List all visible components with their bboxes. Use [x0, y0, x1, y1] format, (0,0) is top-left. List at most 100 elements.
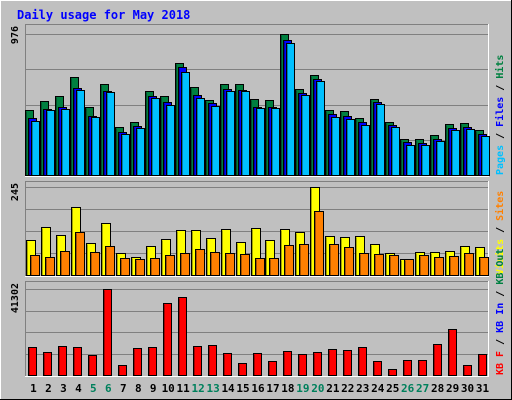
hits-bar-pages — [466, 129, 475, 176]
hits-bar-pages — [346, 119, 355, 176]
kbytes-panel: 41302 KB F / KB In / KB Out — [10, 249, 506, 377]
x-axis-day-labels: 1 2 3 4 5 6 7 8 9 10 11 12 13 14 15 16 17 18 19 20 21 22 23 24 2… — [30, 382, 489, 395]
visits-bar-sites — [419, 255, 429, 276]
x-tick-label: 26 — [401, 382, 415, 395]
hits-bar-pages — [361, 125, 370, 176]
kbytes-bar-kb-f — [448, 329, 457, 376]
hits-bar-pages — [46, 110, 55, 176]
hits-legend-item: Hits — [494, 55, 506, 79]
x-tick-label: 6 — [105, 382, 112, 395]
x-tick-label: 12 — [192, 382, 205, 395]
visits-bar-sites — [269, 258, 279, 276]
kbytes-bar-kb-f — [388, 369, 397, 376]
visits-max-label: 245 — [10, 183, 21, 201]
visits-bar-sites — [210, 252, 220, 276]
visits-bar-sites — [30, 255, 40, 276]
visits-bar-sites — [449, 256, 459, 276]
visits-legend-item: Sites — [494, 191, 506, 221]
hits-bar-pages — [121, 134, 130, 176]
hits-bar-pages — [436, 141, 445, 176]
kbytes-bar-kb-f — [283, 351, 292, 376]
x-tick-label: 31 — [476, 382, 490, 395]
hits-bar-pages — [391, 127, 400, 176]
kbytes-bar-kb-f — [373, 361, 382, 376]
visits-bar-sites — [180, 253, 190, 276]
kbytes-max-label: 41302 — [10, 283, 21, 313]
kbytes-bar-kb-f — [178, 297, 187, 376]
hits-legend: Pages / Files / Hits — [494, 55, 506, 175]
x-tick-label: 16 — [251, 382, 265, 395]
kbytes-bar-kb-f — [193, 346, 202, 376]
visits-bar-sites — [389, 255, 399, 276]
visits-legend-item: / — [495, 221, 506, 239]
hits-bar-pages — [106, 92, 115, 176]
hits-bar-pages — [91, 117, 100, 176]
visits-bar-sites — [135, 259, 145, 276]
visits-bar-sites — [479, 257, 489, 276]
x-tick-label: 1 — [30, 382, 37, 395]
hits-bar-pages — [31, 121, 40, 176]
x-tick-label: 4 — [75, 382, 82, 395]
visits-panel: 245 Visits / Sites — [10, 181, 506, 277]
kbytes-bar-kb-f — [403, 360, 412, 376]
visits-bar-sites — [329, 244, 339, 276]
hits-bar-pages — [76, 90, 85, 176]
hits-bar-pages — [196, 98, 205, 176]
kbytes-legend-item: / — [495, 333, 506, 351]
hits-bar-pages — [271, 108, 280, 176]
x-tick-label: 30 — [461, 382, 474, 395]
hits-bar-pages — [61, 109, 70, 176]
x-tick-label: 17 — [266, 382, 279, 395]
chart-panels: 976 Pages / Files / Hits 245 Visits / Sites… — [10, 24, 506, 377]
kbytes-bar-kb-f — [43, 352, 52, 376]
kbytes-bar-kb-f — [148, 347, 157, 376]
visits-bar-sites — [314, 211, 324, 276]
kbytes-bar-kb-f — [343, 350, 352, 376]
kbytes-bar-kb-f — [478, 354, 487, 376]
hits-max-label: 976 — [10, 26, 21, 44]
visits-bar-sites — [464, 253, 474, 276]
hits-bar-pages — [316, 81, 325, 176]
kbytes-legend-item: KB F — [495, 351, 506, 375]
kbytes-bar-kb-f — [73, 347, 82, 376]
visits-bar-sites — [150, 258, 160, 276]
visits-bar-sites — [165, 255, 175, 276]
kbytes-bar-kb-f — [208, 345, 217, 376]
hits-bar-pages — [136, 128, 145, 176]
x-tick-label: 11 — [177, 382, 191, 395]
hits-bar-pages — [241, 91, 250, 176]
hits-bar-pages — [421, 145, 430, 176]
x-tick-label: 8 — [135, 382, 142, 395]
x-tick-label: 13 — [206, 382, 219, 395]
kbytes-bar-kb-f — [298, 354, 307, 376]
x-tick-label: 14 — [221, 382, 235, 395]
hits-bar-pages — [256, 108, 265, 176]
x-tick-label: 25 — [386, 382, 399, 395]
visits-bar-sites — [45, 257, 55, 276]
kbytes-bar-kb-f — [88, 355, 97, 376]
hits-legend-item: / — [495, 127, 506, 145]
hits-bar-pages — [301, 95, 310, 176]
x-tick-label: 2 — [45, 382, 52, 395]
kbytes-bar-kb-f — [433, 344, 442, 376]
kbytes-bar-kb-f — [118, 365, 127, 376]
x-tick-label: 20 — [311, 382, 324, 395]
x-tick-label: 28 — [431, 382, 444, 395]
hits-bar-pages — [226, 91, 235, 176]
kbytes-bar-kb-f — [58, 346, 67, 376]
kbytes-legend: KB F / KB In / KB Out — [495, 249, 506, 375]
chart-title: Daily usage for May 2018 — [17, 8, 190, 22]
kbytes-bar-kb-f — [313, 352, 322, 376]
hits-bar-pages — [211, 106, 220, 176]
x-tick-label: 7 — [120, 382, 127, 395]
hits-legend-item: / — [495, 79, 506, 97]
kbytes-legend-item: / — [495, 285, 506, 303]
visits-bar-sites — [90, 252, 100, 276]
kbytes-bar-kb-f — [28, 347, 37, 376]
kbytes-legend-item: KB Out — [495, 249, 506, 285]
x-tick-label: 5 — [90, 382, 97, 395]
kbytes-bar-kb-f — [238, 363, 247, 376]
x-tick-label: 10 — [162, 382, 175, 395]
hits-legend-item: Pages — [495, 145, 506, 175]
visits-bar-sites — [120, 258, 130, 276]
